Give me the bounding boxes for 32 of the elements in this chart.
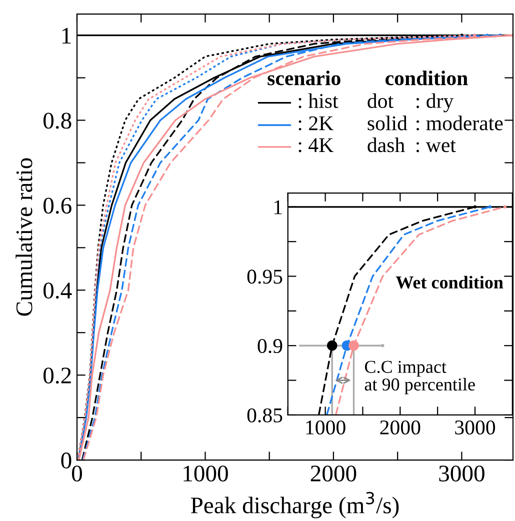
annotation: : hist — [298, 93, 338, 108]
y-tick-label: 0.9 — [258, 338, 282, 354]
x-tick-label: 0 — [72, 466, 82, 482]
y-tick-label: 0.4 — [44, 282, 72, 299]
annotation: : 2K — [298, 116, 334, 130]
annotation: : dry — [416, 93, 454, 112]
y-tick-label: 0.85 — [247, 408, 282, 422]
annotation: condition — [386, 70, 468, 86]
y-tick-label: 1 — [274, 200, 282, 214]
x-tick-label: 1000 — [306, 420, 346, 434]
y-tick-label: 0.8 — [44, 112, 72, 129]
annotation: : moderate — [416, 116, 503, 130]
y-tick-label: 0 — [61, 452, 72, 468]
x-axis-title: Peak discharge (m$^{3}$/s) — [190, 492, 399, 518]
annotation: : 4K — [298, 138, 334, 152]
x-tick-label: 3000 — [455, 420, 496, 434]
y-tick-label: 0.95 — [247, 270, 282, 284]
annotation: C.C impact at 90 percentile — [364, 360, 475, 394]
x-tick-label: 2000 — [380, 420, 420, 434]
y-tick-label: 0.6 — [44, 198, 72, 214]
y-axis-title: Cumulative ratio — [16, 158, 32, 316]
x-tick-label: 1000 — [184, 466, 228, 482]
x-tick-label: 2000 — [310, 466, 356, 482]
y-tick-label: 0.2 — [44, 368, 71, 384]
annotation: dot — [368, 93, 394, 108]
annotation: solid — [368, 116, 408, 130]
annotation: : wet — [416, 140, 456, 152]
annotation: Wet condition — [396, 276, 504, 289]
x-tick-label: 3000 — [439, 466, 484, 482]
annotation: scenario — [268, 70, 340, 86]
y-tick-label: 1 — [62, 28, 71, 44]
annotation: dash — [368, 138, 405, 152]
